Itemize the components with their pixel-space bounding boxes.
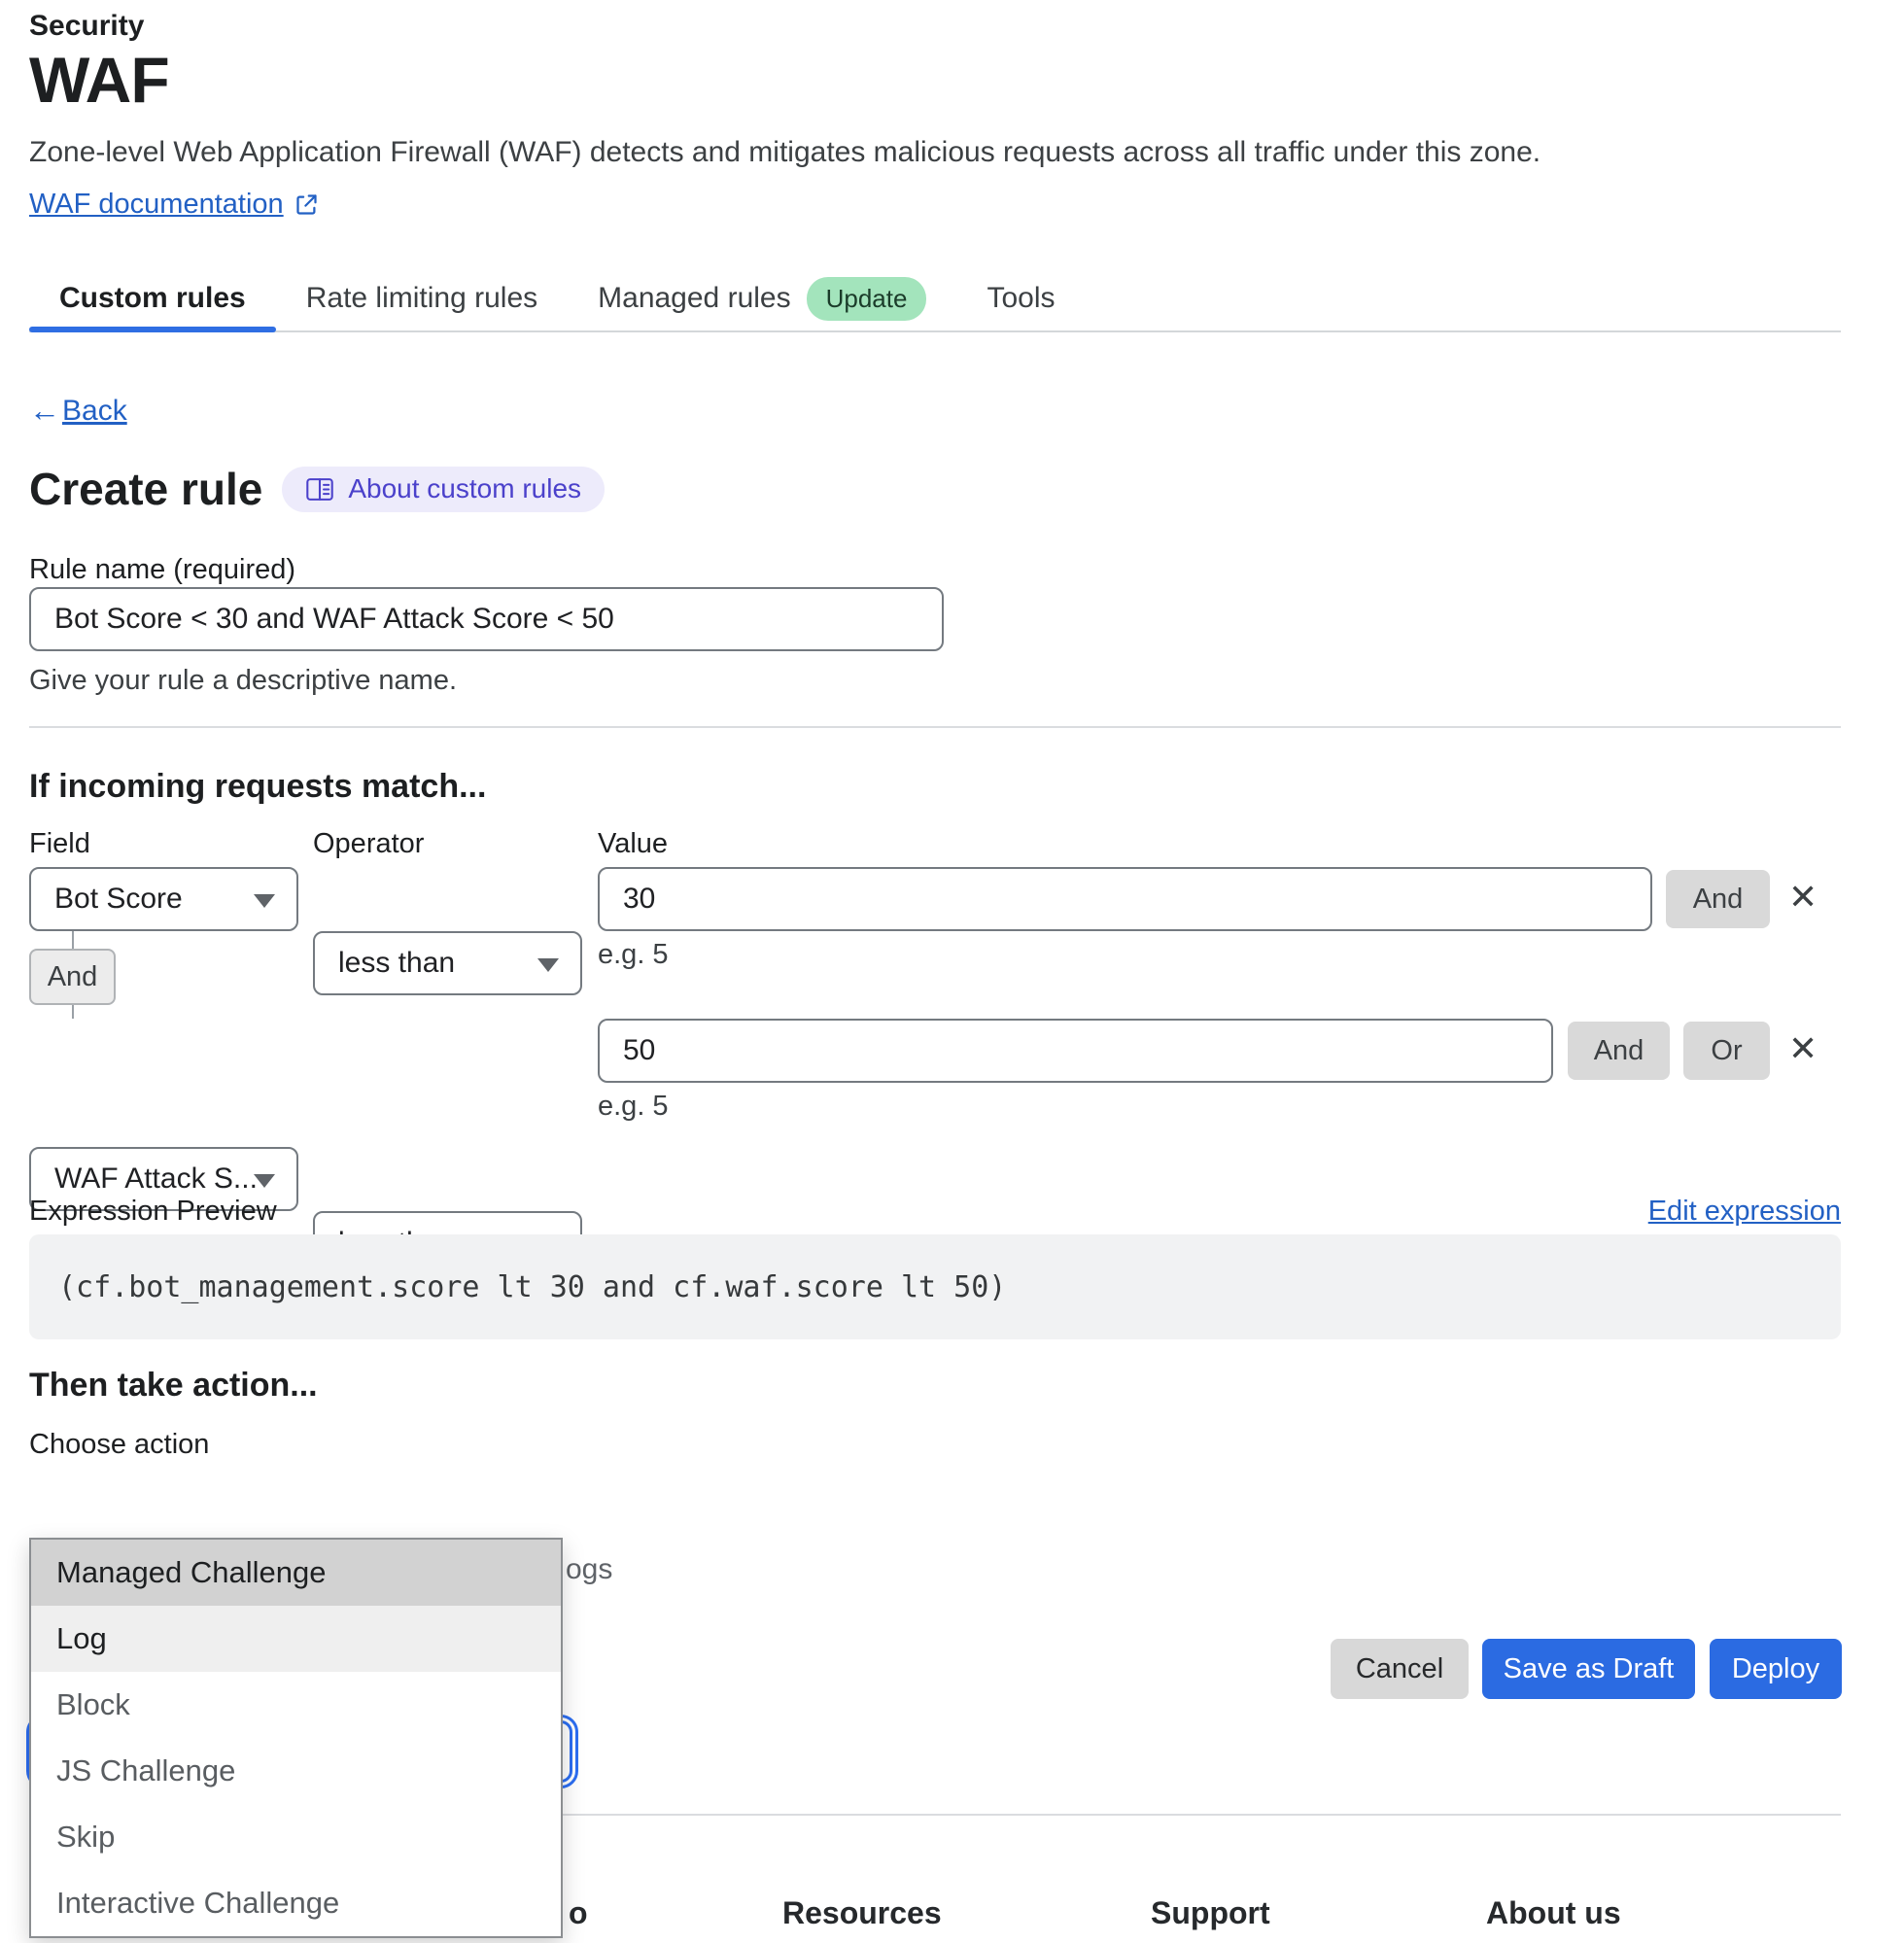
footer-col-support[interactable]: Support — [1151, 1895, 1270, 1930]
deploy-button[interactable]: Deploy — [1710, 1639, 1842, 1699]
rule-name-help: Give your rule a descriptive name. — [29, 665, 458, 696]
operator-select-row1-value: less than — [338, 947, 456, 979]
tab-rate-limiting-rules[interactable]: Rate limiting rules — [276, 266, 568, 330]
value-help-row1: e.g. 5 — [598, 939, 669, 970]
update-badge: Update — [806, 276, 927, 321]
tab-custom-rules-label: Custom rules — [59, 282, 246, 314]
footer-col-what-we-do-fragment: o — [569, 1895, 588, 1930]
menu-option-js-challenge[interactable]: JS Challenge — [56, 1753, 236, 1787]
value-input-row1[interactable] — [598, 867, 1652, 931]
connector-line-bottom — [72, 1005, 74, 1019]
field-select-row1[interactable]: Bot Score — [29, 867, 298, 931]
tab-managed-rules-label: Managed rules — [598, 282, 791, 314]
save-as-draft-button[interactable]: Save as Draft — [1482, 1639, 1695, 1699]
group-connector-and[interactable]: And — [29, 949, 116, 1005]
or-button-row2[interactable]: Or — [1683, 1022, 1770, 1080]
action-helper-fragment: ogs — [566, 1553, 613, 1585]
operator-select-row1[interactable]: less than — [313, 931, 582, 995]
expression-code: (cf.bot_management.score lt 30 and cf.wa… — [58, 1269, 1007, 1304]
page-description: Zone-level Web Application Firewall (WAF… — [29, 136, 1541, 168]
cancel-button[interactable]: Cancel — [1331, 1639, 1469, 1699]
and-button-row2[interactable]: And — [1568, 1022, 1670, 1080]
footer-divider — [29, 1814, 1841, 1816]
tab-rate-limiting-rules-label: Rate limiting rules — [305, 282, 538, 314]
create-rule-header: Create rule About custom rules — [29, 463, 606, 515]
expression-code-box: (cf.bot_management.score lt 30 and cf.wa… — [29, 1234, 1841, 1339]
chevron-down-icon — [537, 958, 559, 972]
tab-tools-label: Tools — [987, 282, 1056, 314]
operator-column-label: Operator — [313, 828, 425, 859]
about-custom-rules-link[interactable]: About custom rules — [282, 466, 606, 512]
back-link-label[interactable]: Back — [62, 394, 127, 427]
choose-action-label: Choose action — [29, 1429, 210, 1460]
field-select-row2[interactable]: WAF Attack S... — [29, 1147, 298, 1211]
action-heading: Then take action... — [29, 1367, 318, 1404]
tab-custom-rules[interactable]: Custom rules — [29, 266, 276, 332]
rule-name-input[interactable] — [29, 587, 944, 651]
about-custom-rules-label: About custom rules — [348, 473, 582, 503]
waf-documentation-link[interactable]: WAF documentation — [29, 189, 320, 221]
menu-option-managed-challenge[interactable]: Managed Challenge — [31, 1540, 561, 1606]
tab-bar: Custom rules Rate limiting rules Managed… — [29, 266, 1841, 332]
external-link-icon — [294, 191, 320, 218]
value-input-row2[interactable] — [598, 1019, 1553, 1083]
tab-managed-rules[interactable]: Managed rules Update — [568, 266, 956, 330]
menu-option-skip[interactable]: Skip — [56, 1820, 116, 1854]
section-eyebrow: Security — [29, 10, 145, 42]
rule-name-label: Rule name (required) — [29, 554, 296, 585]
field-select-row2-value: WAF Attack S... — [54, 1162, 258, 1195]
tab-tools[interactable]: Tools — [956, 266, 1085, 330]
chevron-down-icon — [254, 894, 275, 908]
chevron-down-icon — [254, 1174, 275, 1188]
match-heading: If incoming requests match... — [29, 768, 487, 805]
value-column-label: Value — [598, 828, 669, 859]
menu-option-interactive-challenge[interactable]: Interactive Challenge — [56, 1886, 340, 1920]
action-dropdown-menu: Managed Challenge Log Block JS Challenge… — [29, 1538, 563, 1938]
back-link[interactable]: ← Back — [29, 393, 127, 429]
menu-option-log[interactable]: Log — [31, 1606, 561, 1672]
expression-preview-label: Expression Preview — [29, 1196, 277, 1227]
create-rule-heading: Create rule — [29, 464, 263, 514]
waf-documentation-link-label[interactable]: WAF documentation — [29, 189, 284, 220]
edit-expression-link[interactable]: Edit expression — [1647, 1196, 1841, 1227]
connector-line-top — [72, 931, 74, 949]
footer-col-resources[interactable]: Resources — [782, 1895, 942, 1930]
footer-col-about-us[interactable]: About us — [1486, 1895, 1621, 1930]
field-column-label: Field — [29, 828, 90, 859]
close-icon-row2[interactable]: ✕ — [1788, 1028, 1818, 1068]
value-help-row2: e.g. 5 — [598, 1091, 669, 1122]
close-icon-row1[interactable]: ✕ — [1788, 877, 1818, 917]
menu-option-block[interactable]: Block — [56, 1687, 130, 1721]
left-arrow-icon: ← — [29, 393, 60, 428]
and-button-row1[interactable]: And — [1666, 870, 1770, 928]
section-divider — [29, 726, 1841, 728]
field-select-row1-value: Bot Score — [54, 883, 183, 915]
book-icon — [305, 476, 334, 503]
page-title: WAF — [29, 44, 170, 116]
